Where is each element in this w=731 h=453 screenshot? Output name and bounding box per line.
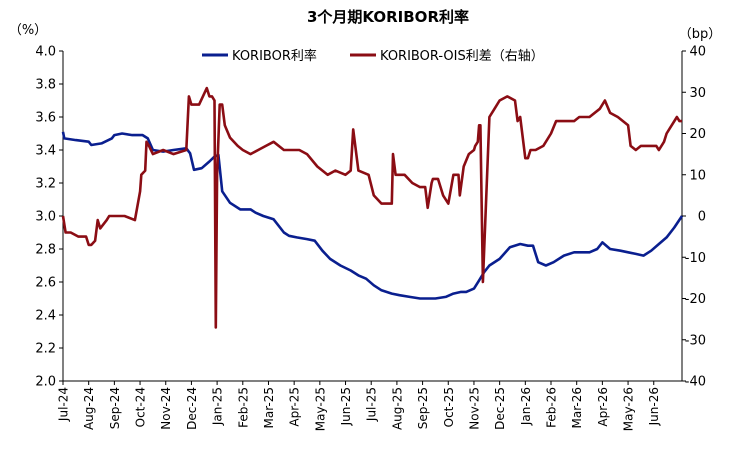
x-axis-tick-label: Oct-25 <box>442 387 456 427</box>
x-axis-tick-label: Nov-25 <box>467 387 481 430</box>
series-lines <box>61 86 684 329</box>
legend-label-spread: KORIBOR-OIS利差（右轴） <box>380 49 544 64</box>
x-axis-tick-label: Jan-26 <box>519 387 533 426</box>
left-axis-unit: （%） <box>9 23 47 38</box>
x-axis-tick-label: Feb-25 <box>236 387 250 428</box>
right-axis-tick-label: 20 <box>689 127 706 142</box>
x-axis-tick-label: May-25 <box>313 387 327 431</box>
left-axis-tick-label: 3.0 <box>35 210 56 225</box>
x-axis-tick-label: Jul-25 <box>365 387 379 422</box>
right-axis-unit: （bp） <box>679 27 722 42</box>
x-axis-tick-label: Dec-25 <box>493 387 507 430</box>
x-axis-tick-label: Jul-24 <box>57 387 71 422</box>
right-axis-tick-label: 40 <box>689 45 706 60</box>
legend-label-koribor: KORIBOR利率 <box>232 48 317 64</box>
x-axis-tick-label: Dec-24 <box>185 387 199 430</box>
left-axis-tick-label: 2.2 <box>35 342 56 357</box>
left-axis-tick-label: 2.0 <box>35 375 56 390</box>
left-axis-tick-label: 3.2 <box>35 177 56 192</box>
legend: KORIBOR利率 KORIBOR-OIS利差（右轴） <box>202 48 544 64</box>
left-axis-tick-label: 3.8 <box>35 78 56 93</box>
left-axis-tick-label: 3.4 <box>35 144 56 159</box>
x-axis-tick-label: Nov-24 <box>159 387 173 430</box>
x-axis-tick-label: Sep-25 <box>416 387 430 429</box>
right-axis-tick-label: -40 <box>685 375 706 390</box>
series-line-spread <box>61 86 682 329</box>
left-axis-tick-label: 2.8 <box>35 243 56 258</box>
x-axis-tick-label: Apr-26 <box>596 387 610 427</box>
axes: 4.0 3.8 3.6 3.4 3.2 3.0 2.8 2.6 2.4 2.2 2.0 40 30 20 1… <box>35 45 706 432</box>
right-axis-tick-label: -20 <box>685 292 706 307</box>
chart-title: 3个月期KORIBOR利率 <box>307 8 469 26</box>
x-axis-tick-label: Mar-25 <box>262 387 276 428</box>
x-axis-tick-label: Mar-26 <box>570 387 584 428</box>
left-axis-tick-label: 3.6 <box>35 111 56 126</box>
left-axis-tick-label: 2.4 <box>35 309 56 324</box>
x-axis-tick-label: Sep-24 <box>108 387 122 429</box>
x-axis-tick-label: Oct-24 <box>134 387 148 427</box>
x-axis-tick-label: Feb-26 <box>545 387 559 428</box>
x-axis-tick-label: Jun-25 <box>339 387 353 426</box>
x-axis-tick-label: Jan-25 <box>211 387 225 426</box>
x-axis-tick-label: Aug-24 <box>82 387 96 430</box>
right-axis-tick-label: 0 <box>698 210 706 225</box>
right-axis-tick-label: -10 <box>685 251 706 266</box>
left-axis-tick-label: 4.0 <box>35 45 56 60</box>
x-axis-tick-label: Jun-26 <box>647 387 661 426</box>
right-axis-tick-label: 10 <box>689 168 706 183</box>
right-axis-tick-label: 30 <box>689 86 706 101</box>
left-axis-tick-label: 2.6 <box>35 276 56 291</box>
x-axis-tick-label: May-26 <box>622 387 636 431</box>
series-line-koribor <box>61 131 684 300</box>
right-axis-tick-label: -30 <box>685 333 706 348</box>
x-axis-tick-label: Apr-25 <box>288 387 302 427</box>
x-axis-tick-label: Aug-25 <box>390 387 404 430</box>
